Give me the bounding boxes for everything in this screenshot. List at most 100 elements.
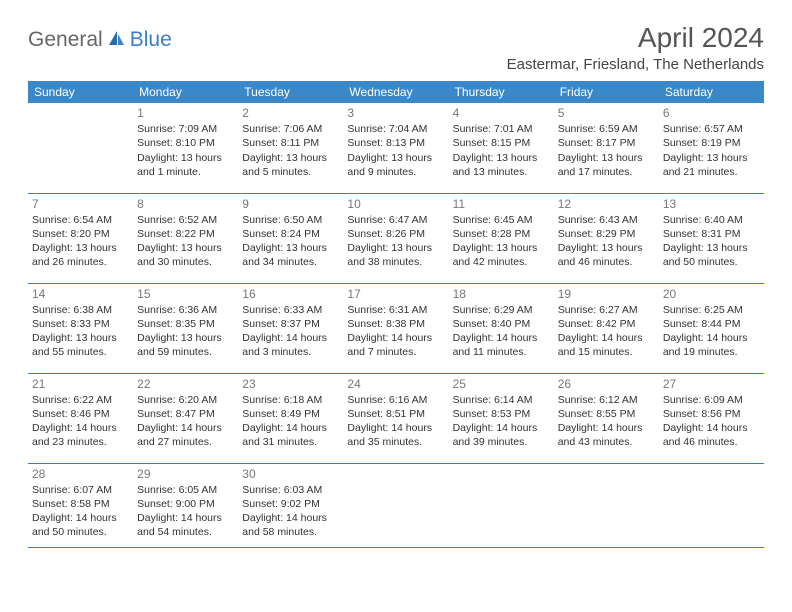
sunrise-text: Sunrise: 7:09 AM [137, 122, 234, 136]
day-cell [659, 463, 764, 547]
daylight1-text: Daylight: 14 hours [242, 331, 339, 345]
day-number: 14 [32, 286, 129, 302]
day-header-row: Sunday Monday Tuesday Wednesday Thursday… [28, 81, 764, 103]
sunset-text: Sunset: 8:17 PM [558, 136, 655, 150]
day-cell: 16Sunrise: 6:33 AMSunset: 8:37 PMDayligh… [238, 283, 343, 373]
day-number: 24 [347, 376, 444, 392]
daylight2-text: and 19 minutes. [663, 345, 760, 359]
sunset-text: Sunset: 8:24 PM [242, 227, 339, 241]
day-cell: 9Sunrise: 6:50 AMSunset: 8:24 PMDaylight… [238, 193, 343, 283]
daylight1-text: Daylight: 14 hours [453, 421, 550, 435]
sunset-text: Sunset: 8:10 PM [137, 136, 234, 150]
day-number: 15 [137, 286, 234, 302]
day-cell: 26Sunrise: 6:12 AMSunset: 8:55 PMDayligh… [554, 373, 659, 463]
day-header: Friday [554, 81, 659, 103]
day-cell: 6Sunrise: 6:57 AMSunset: 8:19 PMDaylight… [659, 103, 764, 193]
day-number: 17 [347, 286, 444, 302]
daylight1-text: Daylight: 13 hours [242, 241, 339, 255]
daylight1-text: Daylight: 14 hours [663, 421, 760, 435]
sunset-text: Sunset: 8:26 PM [347, 227, 444, 241]
logo: General Blue [28, 28, 172, 52]
day-cell [554, 463, 659, 547]
daylight1-text: Daylight: 14 hours [558, 421, 655, 435]
day-cell: 10Sunrise: 6:47 AMSunset: 8:26 PMDayligh… [343, 193, 448, 283]
sunrise-text: Sunrise: 6:38 AM [32, 303, 129, 317]
day-number: 1 [137, 105, 234, 121]
daylight2-text: and 55 minutes. [32, 345, 129, 359]
daylight1-text: Daylight: 13 hours [137, 331, 234, 345]
daylight2-text: and 50 minutes. [32, 525, 129, 539]
daylight2-text: and 26 minutes. [32, 255, 129, 269]
sunset-text: Sunset: 8:51 PM [347, 407, 444, 421]
day-cell: 22Sunrise: 6:20 AMSunset: 8:47 PMDayligh… [133, 373, 238, 463]
sunset-text: Sunset: 8:53 PM [453, 407, 550, 421]
daylight2-text: and 34 minutes. [242, 255, 339, 269]
day-number: 19 [558, 286, 655, 302]
day-cell: 5Sunrise: 6:59 AMSunset: 8:17 PMDaylight… [554, 103, 659, 193]
month-title: April 2024 [507, 22, 764, 54]
sunrise-text: Sunrise: 6:36 AM [137, 303, 234, 317]
day-cell: 21Sunrise: 6:22 AMSunset: 8:46 PMDayligh… [28, 373, 133, 463]
sunset-text: Sunset: 8:15 PM [453, 136, 550, 150]
daylight1-text: Daylight: 13 hours [137, 151, 234, 165]
sunrise-text: Sunrise: 6:25 AM [663, 303, 760, 317]
day-header: Wednesday [343, 81, 448, 103]
daylight2-text: and 35 minutes. [347, 435, 444, 449]
sunrise-text: Sunrise: 6:27 AM [558, 303, 655, 317]
sunset-text: Sunset: 8:31 PM [663, 227, 760, 241]
day-number: 22 [137, 376, 234, 392]
daylight2-text: and 59 minutes. [137, 345, 234, 359]
daylight1-text: Daylight: 14 hours [137, 511, 234, 525]
daylight2-text: and 27 minutes. [137, 435, 234, 449]
sunset-text: Sunset: 8:11 PM [242, 136, 339, 150]
daylight2-text: and 15 minutes. [558, 345, 655, 359]
sunrise-text: Sunrise: 6:22 AM [32, 393, 129, 407]
sunset-text: Sunset: 8:19 PM [663, 136, 760, 150]
sunrise-text: Sunrise: 6:47 AM [347, 213, 444, 227]
daylight1-text: Daylight: 13 hours [347, 241, 444, 255]
day-number: 13 [663, 196, 760, 212]
sunset-text: Sunset: 8:28 PM [453, 227, 550, 241]
daylight1-text: Daylight: 13 hours [558, 241, 655, 255]
daylight1-text: Daylight: 14 hours [137, 421, 234, 435]
daylight1-text: Daylight: 14 hours [32, 421, 129, 435]
daylight2-text: and 39 minutes. [453, 435, 550, 449]
sunrise-text: Sunrise: 6:43 AM [558, 213, 655, 227]
day-number: 11 [453, 196, 550, 212]
daylight2-text: and 38 minutes. [347, 255, 444, 269]
sunset-text: Sunset: 8:46 PM [32, 407, 129, 421]
day-header: Sunday [28, 81, 133, 103]
day-number: 21 [32, 376, 129, 392]
logo-sail-icon [107, 29, 127, 52]
sunrise-text: Sunrise: 7:01 AM [453, 122, 550, 136]
week-row: 21Sunrise: 6:22 AMSunset: 8:46 PMDayligh… [28, 373, 764, 463]
calendar-table: Sunday Monday Tuesday Wednesday Thursday… [28, 81, 764, 548]
sunrise-text: Sunrise: 6:52 AM [137, 213, 234, 227]
daylight1-text: Daylight: 14 hours [242, 421, 339, 435]
daylight1-text: Daylight: 14 hours [558, 331, 655, 345]
day-cell: 2Sunrise: 7:06 AMSunset: 8:11 PMDaylight… [238, 103, 343, 193]
day-cell: 14Sunrise: 6:38 AMSunset: 8:33 PMDayligh… [28, 283, 133, 373]
daylight2-text: and 21 minutes. [663, 165, 760, 179]
sunrise-text: Sunrise: 6:03 AM [242, 483, 339, 497]
daylight2-text: and 9 minutes. [347, 165, 444, 179]
sunset-text: Sunset: 8:40 PM [453, 317, 550, 331]
location: Eastermar, Friesland, The Netherlands [507, 56, 764, 73]
sunset-text: Sunset: 8:22 PM [137, 227, 234, 241]
title-block: April 2024 Eastermar, Friesland, The Net… [507, 22, 764, 73]
logo-text-general: General [28, 28, 103, 52]
day-cell: 7Sunrise: 6:54 AMSunset: 8:20 PMDaylight… [28, 193, 133, 283]
day-cell: 17Sunrise: 6:31 AMSunset: 8:38 PMDayligh… [343, 283, 448, 373]
week-row: 28Sunrise: 6:07 AMSunset: 8:58 PMDayligh… [28, 463, 764, 547]
sunrise-text: Sunrise: 6:20 AM [137, 393, 234, 407]
day-number: 23 [242, 376, 339, 392]
daylight2-text: and 17 minutes. [558, 165, 655, 179]
daylight1-text: Daylight: 13 hours [558, 151, 655, 165]
day-cell: 23Sunrise: 6:18 AMSunset: 8:49 PMDayligh… [238, 373, 343, 463]
sunset-text: Sunset: 8:20 PM [32, 227, 129, 241]
daylight1-text: Daylight: 13 hours [453, 241, 550, 255]
daylight1-text: Daylight: 13 hours [32, 241, 129, 255]
sunset-text: Sunset: 8:49 PM [242, 407, 339, 421]
daylight2-text: and 31 minutes. [242, 435, 339, 449]
week-row: 7Sunrise: 6:54 AMSunset: 8:20 PMDaylight… [28, 193, 764, 283]
